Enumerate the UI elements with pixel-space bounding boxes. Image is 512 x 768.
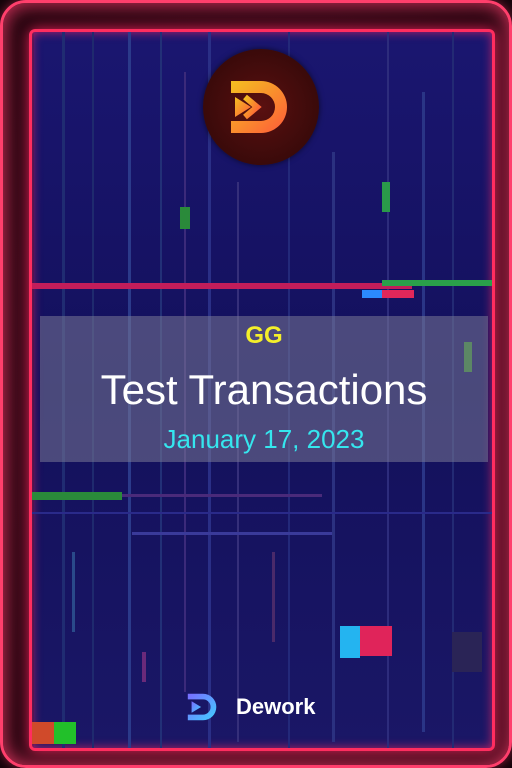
card-frame: GG Test Transactions January 17, 2023 De… <box>29 29 495 751</box>
task-title: Test Transactions <box>100 366 428 413</box>
dework-logo-icon <box>187 693 217 721</box>
brand-footer: Dework <box>184 687 315 727</box>
top-logo-badge <box>203 49 319 165</box>
dework-logo-icon <box>231 81 287 133</box>
title-banner: GG Test Transactions January 17, 2023 <box>40 316 488 462</box>
organization-name: GG <box>245 322 283 349</box>
brand-name: Dework <box>236 694 316 719</box>
task-date: January 17, 2023 <box>163 424 365 454</box>
